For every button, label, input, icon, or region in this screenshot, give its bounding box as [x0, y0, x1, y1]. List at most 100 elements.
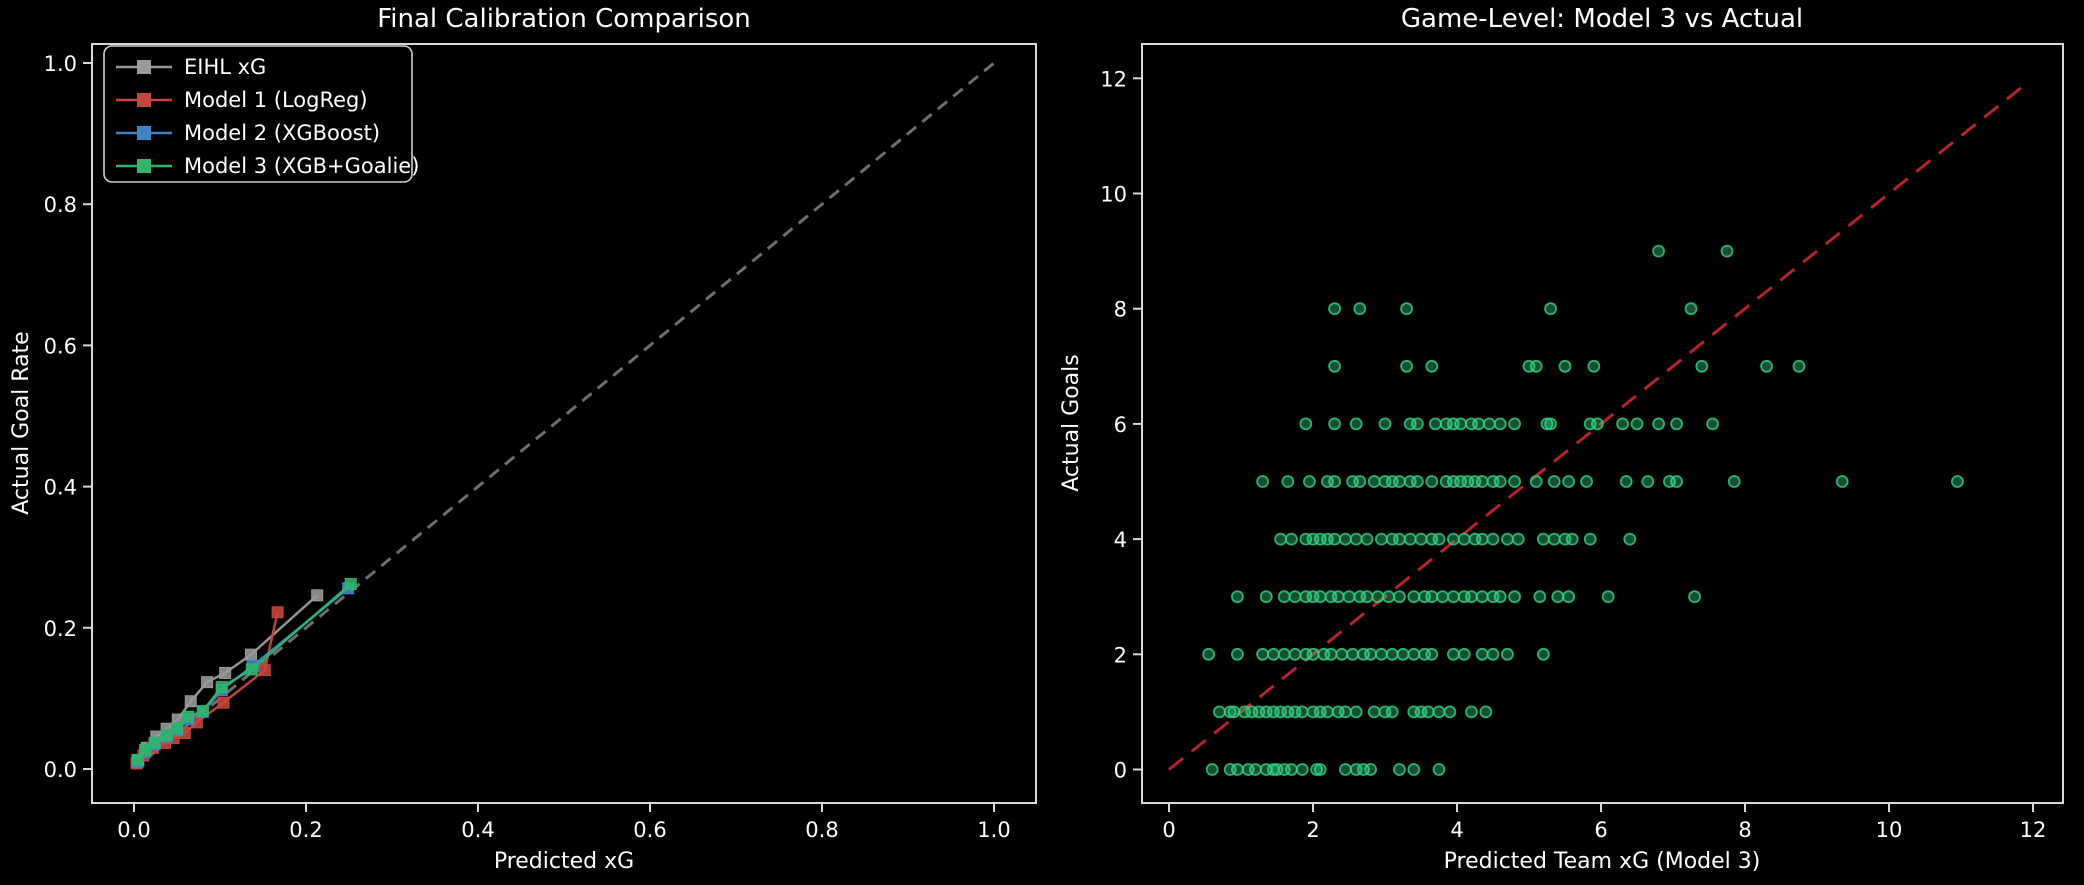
scatter-point — [1285, 763, 1298, 776]
scatter-point — [1486, 647, 1500, 661]
scatter-point — [1400, 359, 1413, 373]
y-tick-label: 0.6 — [44, 334, 77, 358]
right-yaxis-label: Actual Goals — [1059, 354, 1084, 491]
left-yaxis-label: Actual Goal Rate — [9, 331, 34, 514]
legend-item: Model 1 (LogReg) — [116, 88, 368, 112]
scatter-point — [1396, 647, 1410, 661]
scatter-point — [1223, 705, 1237, 719]
scatter-point — [1493, 590, 1507, 604]
scatter-point — [1367, 705, 1381, 719]
series-marker-2 — [217, 696, 230, 709]
plot-frame — [91, 43, 1037, 804]
y-tick-label: 1.0 — [44, 52, 77, 76]
scatter-point — [1475, 647, 1489, 661]
scatter-point — [1447, 647, 1460, 661]
x-tick-label: 2 — [1306, 818, 1319, 842]
scatter-point — [1306, 647, 1320, 661]
scatter-point — [1295, 705, 1309, 719]
series-marker-4 — [139, 743, 152, 756]
series-marker-4 — [160, 729, 173, 742]
legend-label: Model 3 (XGB+Goalie) — [184, 154, 419, 178]
scatter-point — [1331, 590, 1345, 604]
scatter-point — [1249, 763, 1262, 776]
legend: EIHL xG Model 1 (LogReg) Model 2 (XGBoost)… — [103, 45, 419, 183]
scatter-point — [1339, 532, 1352, 546]
right-chart-title: Game-Level: Model 3 vs Actual — [1401, 4, 1803, 34]
scatter-point — [1580, 475, 1593, 488]
scatter-point — [1277, 647, 1291, 661]
scatter-point — [1393, 475, 1406, 488]
scatter-point — [1421, 705, 1435, 719]
scatter-point — [1537, 532, 1550, 546]
scatter-point — [1400, 302, 1413, 316]
scatter-point — [1641, 475, 1655, 488]
y-tick-label: 0.8 — [44, 193, 77, 217]
scatter-point — [1274, 532, 1287, 546]
scatter-point — [1508, 590, 1521, 604]
scatter-point — [1385, 705, 1399, 719]
scatter-point — [1375, 532, 1388, 546]
scatter-point — [1227, 705, 1241, 719]
scatter-point — [1256, 647, 1269, 661]
x-tick-label: 6 — [1594, 818, 1607, 842]
scatter-point — [1493, 417, 1507, 431]
scatter-point — [1501, 532, 1514, 546]
scatter-point — [1432, 763, 1446, 776]
x-tick-label: 10 — [1876, 818, 1903, 842]
series-marker-1 — [219, 666, 232, 679]
x-tick-label: 0.6 — [633, 818, 666, 842]
scatter-point — [1328, 359, 1341, 373]
scatter-point — [1529, 359, 1543, 373]
y-tick-label: 0.4 — [44, 476, 77, 500]
scatter-point — [1508, 417, 1521, 431]
series-marker-4 — [344, 578, 357, 591]
series-marker-1 — [184, 695, 197, 708]
scatter-point — [1288, 647, 1302, 661]
scatter-point — [1403, 532, 1417, 546]
scatter-point — [1447, 590, 1460, 604]
legend-marker-swatch — [137, 60, 151, 74]
scatter-point — [1367, 475, 1381, 488]
scatter-point — [1285, 532, 1298, 546]
scatter-point — [1465, 590, 1478, 604]
scatter-point — [1951, 475, 1964, 488]
legend-marker-swatch — [137, 126, 151, 140]
scatter-point — [1544, 302, 1557, 316]
y-tick-label: 10 — [1100, 183, 1127, 207]
identity-line — [133, 61, 995, 771]
scatter-point — [1205, 763, 1219, 776]
x-tick-label: 0.0 — [117, 818, 150, 842]
series-marker-4 — [215, 681, 228, 694]
scatter-plot: 0 2 4 6 8 10 12 0 2 4 6 8 10 12 — [1100, 43, 2064, 842]
scatter-point — [1616, 417, 1629, 431]
scatter-point — [1231, 763, 1244, 776]
scatter-point — [1472, 417, 1485, 431]
y-tick-label: 12 — [1100, 67, 1127, 91]
scatter-point — [1339, 763, 1352, 776]
x-tick-label: 0.2 — [289, 818, 322, 842]
scatter-point — [1540, 417, 1554, 431]
y-tick-label: 2 — [1114, 643, 1127, 667]
x-tick-label: 4 — [1450, 818, 1463, 842]
legend-item: Model 3 (XGB+Goalie) — [116, 154, 419, 178]
scatter-point — [1277, 590, 1291, 604]
scatter-point — [1443, 705, 1457, 719]
scatter-point — [1695, 359, 1709, 373]
scatter-point — [1551, 590, 1565, 604]
series-marker-4 — [171, 722, 183, 735]
scatter-point — [1544, 417, 1557, 431]
scatter-point — [1670, 475, 1683, 488]
scatter-point — [1313, 763, 1327, 776]
scatter-point — [1339, 705, 1352, 719]
legend-label: EIHL xG — [184, 55, 266, 79]
legend-item: Model 2 (XGBoost) — [116, 121, 380, 145]
legend-item: EIHL xG — [116, 55, 266, 79]
scatter-point — [1335, 647, 1349, 661]
legend-marker-swatch — [137, 159, 151, 173]
scatter-point — [1562, 475, 1575, 488]
scatter-point — [1375, 647, 1388, 661]
scatter-point — [1457, 647, 1471, 661]
scatter-point — [1601, 590, 1615, 604]
scatter-point — [1328, 302, 1341, 316]
scatter-point — [1533, 590, 1547, 604]
